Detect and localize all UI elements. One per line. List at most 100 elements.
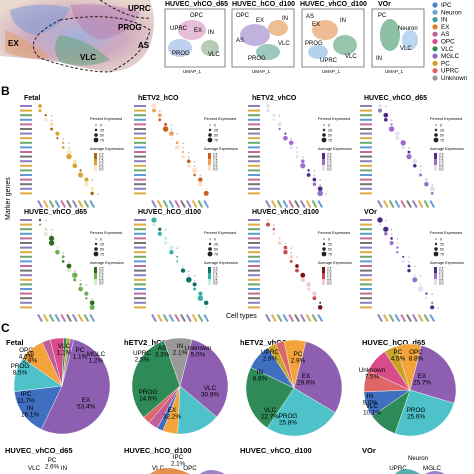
panel-a: UPRC PROG AS EX VLC HUVEC_vhCO_d65 OPC I… <box>0 0 468 82</box>
expression-dot <box>191 167 198 174</box>
expression-dot <box>204 305 208 309</box>
expression-dot <box>91 179 93 181</box>
expression-dot <box>157 113 162 118</box>
gene-label <box>360 183 372 186</box>
gene-label <box>134 301 146 304</box>
gene-label <box>248 251 260 254</box>
legend-label: IPC <box>441 2 452 9</box>
legend-avg-bar <box>434 276 437 279</box>
gene-label <box>134 187 146 190</box>
gene-label <box>134 274 146 277</box>
expression-dot <box>56 137 59 140</box>
gene-label <box>360 274 372 277</box>
panel-b: B Marker genes Cell types Fetal Percent E… <box>1 84 464 322</box>
legend-avg-title: Average Expression <box>204 261 238 265</box>
expression-dot <box>78 286 83 292</box>
gene-label <box>134 105 146 107</box>
pie-title: hETV2_hCO <box>124 338 168 347</box>
pie-hetv2-hco: hETV2_hCO UPRC 2.5% AS 3.3%IN 2.1%Unknown 5.0… <box>124 337 229 435</box>
legend-pct-dot <box>208 242 212 246</box>
celltype-label <box>89 200 96 208</box>
legend-swatch <box>432 17 438 23</box>
celltype-label <box>423 200 430 208</box>
expression-dot <box>79 169 82 172</box>
panel-b-letter: B <box>1 84 10 98</box>
legend-avg-tick: 0.5 <box>439 165 444 169</box>
expression-dot <box>176 260 179 263</box>
expression-dot <box>85 296 88 300</box>
expression-dot <box>283 135 288 141</box>
legend-pct-tick: 75 <box>214 139 218 143</box>
pie-fetal: Fetal OPC 4.6%AS 2.8%PROG 8.5% IPC 11.7%IN 16.… <box>6 337 111 435</box>
gene-label <box>248 155 260 158</box>
pie-label: OPC 8.8% <box>409 349 424 363</box>
expression-dot <box>159 110 161 112</box>
gene-label <box>134 246 146 249</box>
gene-label <box>360 141 372 144</box>
expression-dot <box>49 235 55 241</box>
legend-pct-dot <box>322 133 326 137</box>
expression-dot <box>402 255 405 258</box>
pie-slice <box>40 339 111 435</box>
expression-dot <box>163 236 168 241</box>
expression-dot <box>164 122 168 126</box>
celltype-label <box>42 200 49 208</box>
legend-pct-dot <box>95 238 97 240</box>
legend-label: VLC <box>441 46 454 53</box>
expression-dot <box>419 283 422 286</box>
legend-avg-tick: 0.0 <box>439 168 444 172</box>
expression-dot <box>413 273 417 277</box>
legend-avg-tick: 0.5 <box>439 279 444 283</box>
pie-label: VLC 1.1% <box>57 343 72 357</box>
pie-label: PC 2.9% <box>291 351 306 365</box>
celltype-label <box>317 314 324 322</box>
legend-avg-bar <box>208 162 211 165</box>
pie-label: VLC <box>28 465 41 472</box>
expression-dot <box>284 132 287 135</box>
pie-label: PROG 8.5% <box>11 363 30 377</box>
legend-avg-bar <box>434 153 437 156</box>
legend-avg-bar <box>208 267 211 270</box>
legend-label: PC <box>441 60 450 67</box>
umap-sub-1-label: UPRC <box>170 26 188 32</box>
umap-sub-4-label: Neuron <box>398 26 418 32</box>
expression-dot <box>197 181 203 187</box>
expression-dot <box>193 165 196 168</box>
legend-avg-tick: 2.0 <box>99 270 104 274</box>
gene-label <box>360 128 372 130</box>
expression-dot <box>72 159 77 164</box>
legend-pct-dot <box>209 238 211 240</box>
pie-label: Neuron <box>408 455 429 462</box>
legend-avg-tick: 1.0 <box>213 162 218 166</box>
celltype-label <box>83 314 90 322</box>
expression-dot <box>84 182 89 187</box>
gene-label <box>248 265 260 267</box>
expression-dot <box>66 263 72 269</box>
celltype-label <box>191 314 198 322</box>
legend-avg-bar <box>434 267 437 270</box>
celltype-label <box>282 314 289 322</box>
gene-label <box>134 183 146 186</box>
pie-slice <box>61 338 75 387</box>
expression-dot <box>283 245 288 250</box>
pie-slice <box>293 341 343 413</box>
expression-dot <box>97 193 99 195</box>
umap-sub-1-label: PROG <box>172 51 190 57</box>
expression-dot <box>182 147 184 149</box>
expression-dot <box>424 292 428 296</box>
expression-dot <box>55 249 60 255</box>
legend-avg-title: Average Expression <box>318 147 352 151</box>
expression-dot <box>407 264 411 268</box>
legend-avg-bar <box>208 159 211 162</box>
expression-dot <box>84 177 89 182</box>
gene-label <box>20 246 32 249</box>
expression-dot <box>170 137 173 140</box>
gene-label <box>360 301 372 304</box>
expression-dot <box>186 159 191 164</box>
legend-pct-dot <box>323 124 325 126</box>
legend-pct-tick: 75 <box>328 139 332 143</box>
expression-dot <box>66 153 72 160</box>
legend-swatch <box>432 75 438 81</box>
